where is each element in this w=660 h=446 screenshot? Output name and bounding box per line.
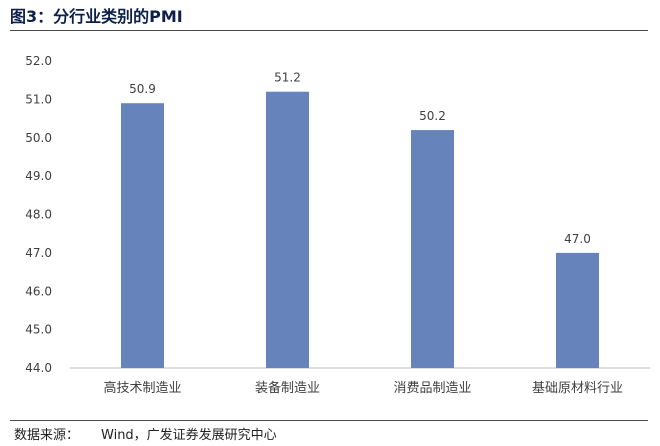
y-tick-label: 52.0: [25, 54, 52, 68]
bar: [556, 252, 599, 368]
y-tick-label: 44.0: [25, 361, 52, 375]
figure-title: 图3：分行业类别的PMI: [10, 7, 183, 26]
x-axis-labels: 高技术制造业 装备制造业 消费品制造业 基础原材料行业: [103, 380, 623, 396]
value-label: 50.2: [419, 109, 446, 123]
bar: [266, 91, 309, 368]
title-rule: [10, 30, 648, 31]
x-category-label: 高技术制造业: [103, 380, 181, 396]
bar-chart: 44.0 45.0 46.0 47.0 48.0 49.0 50.0 51.0 52.0 50.…: [25, 54, 650, 396]
value-label: 50.9: [129, 82, 156, 96]
bar: [411, 130, 454, 368]
y-tick-label: 49.0: [25, 169, 52, 183]
x-category-label: 消费品制造业: [393, 381, 471, 396]
x-category-label: 基础原材料行业: [532, 381, 623, 396]
y-axis-ticks: 44.0 45.0 46.0 47.0 48.0 49.0 50.0 51.0 52.0: [25, 54, 52, 375]
value-label: 51.2: [274, 71, 301, 85]
source-rule: [10, 420, 648, 421]
value-label: 47.0: [564, 232, 591, 246]
y-tick-label: 50.0: [25, 131, 52, 145]
y-tick-label: 45.0: [25, 323, 52, 337]
source-text: Wind，广发证券发展研究中心: [101, 428, 277, 443]
x-category-label: 装备制造业: [255, 380, 320, 396]
y-tick-label: 51.0: [25, 92, 52, 106]
bars: [121, 91, 599, 369]
value-labels: 50.9 51.2 50.2 47.0: [129, 71, 591, 246]
bar: [121, 103, 164, 369]
y-tick-label: 48.0: [25, 208, 52, 222]
y-tick-label: 46.0: [25, 284, 52, 298]
source-label: 数据来源：: [14, 428, 80, 443]
source-note: 数据来源： Wind，广发证券发展研究中心: [14, 424, 299, 443]
y-tick-label: 47.0: [25, 246, 52, 260]
